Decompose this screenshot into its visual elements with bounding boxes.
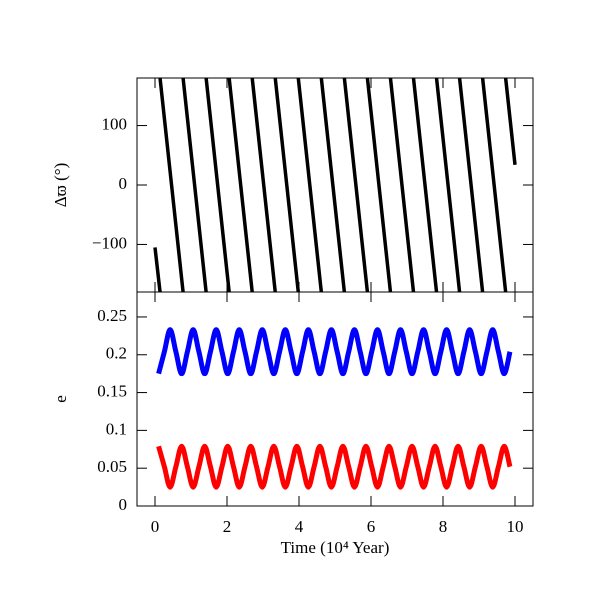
plot-frame	[136, 291, 534, 507]
y-tick-label: 0	[119, 495, 128, 514]
x-tick-label: 0	[151, 517, 160, 536]
x-tick-label: 6	[367, 517, 376, 536]
y-tick-label: 100	[102, 114, 128, 133]
y-axis-label: Δϖ (°)	[51, 163, 70, 208]
x-tick-label: 2	[223, 517, 232, 536]
x-tick-label: 8	[439, 517, 448, 536]
plot-frame	[136, 77, 534, 293]
y-tick-label: 0	[119, 174, 128, 193]
data-line	[153, 77, 517, 293]
y-tick-label: 0.15	[97, 381, 127, 400]
y-tick-label: 0.1	[106, 419, 127, 438]
y-tick-label: −100	[92, 233, 127, 252]
data-line	[156, 327, 513, 377]
y-tick-label: 0.05	[97, 457, 127, 476]
y-axis-label: e	[51, 395, 70, 403]
x-tick-label: 4	[295, 517, 304, 536]
y-tick-label: 0.25	[97, 306, 127, 325]
x-axis-label: Time (10⁴ Year)	[281, 538, 390, 557]
x-tick-label: 10	[507, 517, 524, 536]
data-line	[156, 443, 513, 490]
y-tick-label: 0.2	[106, 344, 127, 363]
